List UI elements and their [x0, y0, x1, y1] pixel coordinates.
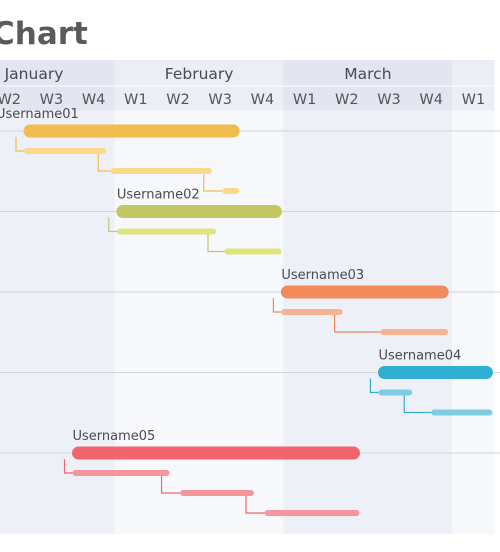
chart-title: Chart	[0, 16, 88, 52]
task-connector	[108, 217, 117, 233]
week-label: W1	[293, 92, 317, 108]
user-label: Username04	[378, 349, 461, 364]
task-connector	[403, 395, 432, 414]
week-label: W3	[377, 92, 401, 108]
week-label: W4	[419, 92, 443, 108]
week-label: W4	[251, 92, 275, 108]
week-label: W4	[82, 92, 106, 108]
task-connector	[245, 496, 265, 514]
user-label: Username05	[73, 429, 156, 444]
task-connector	[369, 378, 379, 394]
task-connector	[15, 137, 24, 152]
week-label: W3	[40, 92, 64, 108]
month-band	[452, 60, 495, 534]
task-connector	[63, 459, 73, 474]
task-connector	[97, 154, 111, 172]
week-label: W2	[166, 92, 190, 108]
month-header-bg	[114, 60, 284, 110]
week-label: W1	[462, 92, 486, 108]
week-label: W1	[124, 92, 148, 108]
month-label: February	[165, 65, 234, 83]
month-label: January	[4, 65, 64, 83]
task-connector	[272, 298, 282, 313]
task-connectors	[15, 137, 432, 514]
task-bars	[23, 124, 493, 516]
user-label: Username01	[0, 107, 79, 122]
month-header-bg	[452, 60, 495, 110]
week-label: W2	[0, 92, 21, 108]
month-header-bg	[0, 60, 115, 110]
user-label: Username02	[117, 188, 200, 203]
task-connector	[203, 174, 223, 192]
task-connector	[160, 476, 181, 494]
timeline-header: January W2 W3 W4 February W1 W2 W3 W4 March W1 W2 W3…	[0, 60, 500, 110]
task-connector	[207, 234, 225, 253]
user-label: Username03	[281, 268, 364, 283]
task-connector	[333, 315, 381, 333]
user-labels: Username01 Username02 Username03 Username04…	[0, 107, 461, 444]
month-label: March	[344, 65, 391, 83]
month-header-bg	[283, 60, 453, 110]
week-label: W2	[335, 92, 359, 108]
week-label: W3	[208, 92, 232, 108]
